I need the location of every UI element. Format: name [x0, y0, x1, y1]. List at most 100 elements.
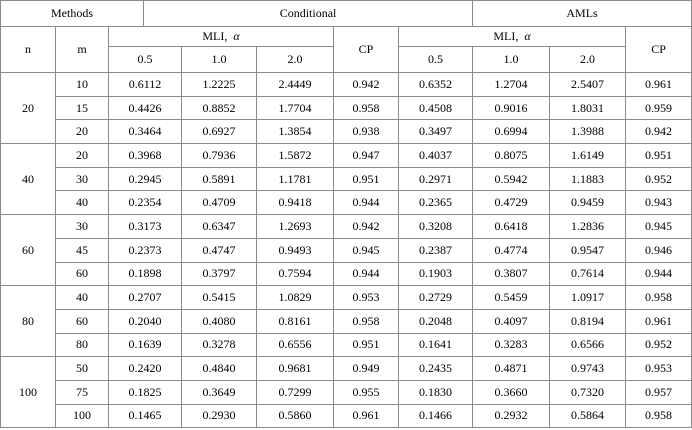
mli-cell: 0.6556 — [256, 332, 335, 358]
mli-cell: 1.6149 — [549, 143, 627, 168]
mli-cell: 0.6112 — [107, 72, 183, 97]
mli-cell: 0.5891 — [181, 166, 258, 192]
mli-cell: 0.2930 — [181, 403, 258, 429]
mli-cell: 0.2387 — [398, 237, 474, 263]
cp-cell: 0.961 — [333, 403, 400, 429]
mli-cell: 0.4037 — [398, 143, 474, 168]
data-row: 45 0.2373 0.4747 0.9493 0.945 0.2387 0.4774 0.9… — [1, 237, 692, 263]
mli-label: MLI, — [493, 29, 519, 43]
alpha-level: 1.0 — [472, 46, 551, 73]
mli-header: MLI, α — [398, 26, 627, 47]
mli-cell: 1.2225 — [181, 72, 258, 97]
method-header: Conditional — [143, 0, 474, 27]
mli-cell: 0.2365 — [398, 190, 474, 216]
mli-cell: 0.9459 — [549, 190, 627, 216]
mli-cell: 1.1883 — [549, 166, 627, 192]
mli-cell: 0.6347 — [181, 214, 258, 239]
mli-cell: 0.4871 — [472, 356, 551, 381]
n-cell: 100 — [0, 356, 56, 429]
mli-cell: 1.1781 — [256, 166, 335, 192]
alpha-level: 1.0 — [181, 46, 258, 73]
mli-cell: 0.4774 — [472, 237, 551, 263]
mli-cell: 1.2693 — [256, 214, 335, 239]
mli-cell: 0.1639 — [107, 332, 183, 358]
mli-cell: 0.2040 — [107, 308, 183, 334]
m-cell: 30 — [55, 214, 109, 239]
mli-cell: 0.2373 — [107, 237, 183, 263]
mli-cell: 0.1825 — [107, 379, 183, 405]
mli-cell: 1.2704 — [472, 72, 551, 97]
mli-cell: 1.3988 — [549, 119, 627, 145]
data-row: 60 30 0.3173 0.6347 1.2693 0.942 0.3208 0.6418 1… — [0, 214, 692, 287]
mli-cell: 0.2048 — [398, 308, 474, 334]
mli-cell: 0.1465 — [107, 403, 183, 429]
mli-header: MLI, α — [107, 26, 335, 47]
data-row: 20 0.3464 0.6927 1.3854 0.938 0.3497 0.6994 1.3… — [1, 119, 692, 145]
mli-cell: 0.4747 — [181, 237, 258, 263]
mli-cell: 0.7299 — [256, 379, 335, 405]
mli-cell: 1.0917 — [549, 285, 627, 310]
cp-cell: 0.945 — [625, 214, 692, 239]
m-cell: 10 — [55, 72, 109, 97]
mli-cell: 0.5415 — [181, 285, 258, 310]
mli-cell: 0.8161 — [256, 308, 335, 334]
data-row: 40 20 0.3968 0.7936 1.5872 0.947 0.4037 0.8075 1… — [0, 143, 692, 216]
n-cell: 20 — [0, 71, 56, 145]
data-row: 30 0.2945 0.5891 1.1781 0.951 0.2971 0.5942 1.1… — [1, 166, 692, 192]
mli-cell: 0.2354 — [107, 190, 183, 216]
mli-cell: 0.5459 — [472, 285, 551, 310]
m-cell: 50 — [55, 356, 109, 381]
mli-cell: 0.4840 — [181, 356, 258, 381]
mli-cell: 0.9016 — [472, 95, 551, 121]
cp-cell: 0.958 — [333, 308, 400, 334]
mli-cell: 1.8031 — [549, 95, 627, 121]
mli-cell: 0.2932 — [472, 403, 551, 429]
mli-cell: 0.4729 — [472, 190, 551, 216]
cp-cell: 0.958 — [333, 95, 400, 121]
cp-cell: 0.942 — [333, 72, 400, 97]
data-row: 100 50 0.2420 0.4840 0.9681 0.949 0.2435 0.4871… — [0, 356, 692, 429]
mli-cell: 0.6418 — [472, 214, 551, 239]
m-cell: 20 — [55, 119, 109, 145]
mli-cell: 0.2971 — [398, 166, 474, 192]
mli-cell: 0.2729 — [398, 285, 474, 310]
header-row: n m MLI, α CP MLI, α CP — [0, 26, 692, 73]
data-row: 20 10 0.6112 1.2225 2.4449 0.942 0.6352 1.2704 2… — [0, 71, 692, 145]
mli-cell: 0.3649 — [181, 379, 258, 405]
alpha-symbol: α — [233, 29, 240, 43]
cp-cell: 0.957 — [625, 379, 692, 405]
cp-cell: 0.961 — [625, 308, 692, 334]
cp-cell: 0.946 — [625, 237, 692, 263]
mli-cell: 0.7594 — [256, 261, 335, 287]
mli-cell: 0.3173 — [107, 214, 183, 239]
cp-cell: 0.951 — [333, 166, 400, 192]
alpha-level: 0.5 — [107, 46, 183, 73]
mli-cell: 0.1641 — [398, 332, 474, 358]
data-row: 75 0.1825 0.3649 0.7299 0.955 0.1830 0.3660 0.7… — [1, 379, 692, 405]
cp-header: CP — [625, 26, 692, 73]
mli-cell: 0.7320 — [549, 379, 627, 405]
mli-cell: 0.7936 — [181, 143, 258, 168]
mli-cell: 0.2945 — [107, 166, 183, 192]
n-cell: 40 — [0, 143, 56, 216]
mli-cell: 0.9418 — [256, 190, 335, 216]
mli-cell: 0.8075 — [472, 143, 551, 168]
m-cell: 20 — [55, 143, 109, 168]
mli-cell: 0.7614 — [549, 261, 627, 287]
cp-cell: 0.944 — [333, 261, 400, 287]
mli-cell: 0.6566 — [549, 332, 627, 358]
mli-cell: 0.6927 — [181, 119, 258, 145]
m-cell: 40 — [55, 285, 109, 310]
n-header: n — [0, 26, 56, 73]
mli-cell: 0.5942 — [472, 166, 551, 192]
mli-cell: 1.3854 — [256, 119, 335, 145]
mli-cell: 0.3278 — [181, 332, 258, 358]
mli-cell: 0.6994 — [472, 119, 551, 145]
cp-cell: 0.938 — [333, 119, 400, 145]
cp-header: CP — [333, 26, 400, 73]
mli-cell: 0.1466 — [398, 403, 474, 429]
mli-cell: 0.1830 — [398, 379, 474, 405]
mli-cell: 0.8194 — [549, 308, 627, 334]
